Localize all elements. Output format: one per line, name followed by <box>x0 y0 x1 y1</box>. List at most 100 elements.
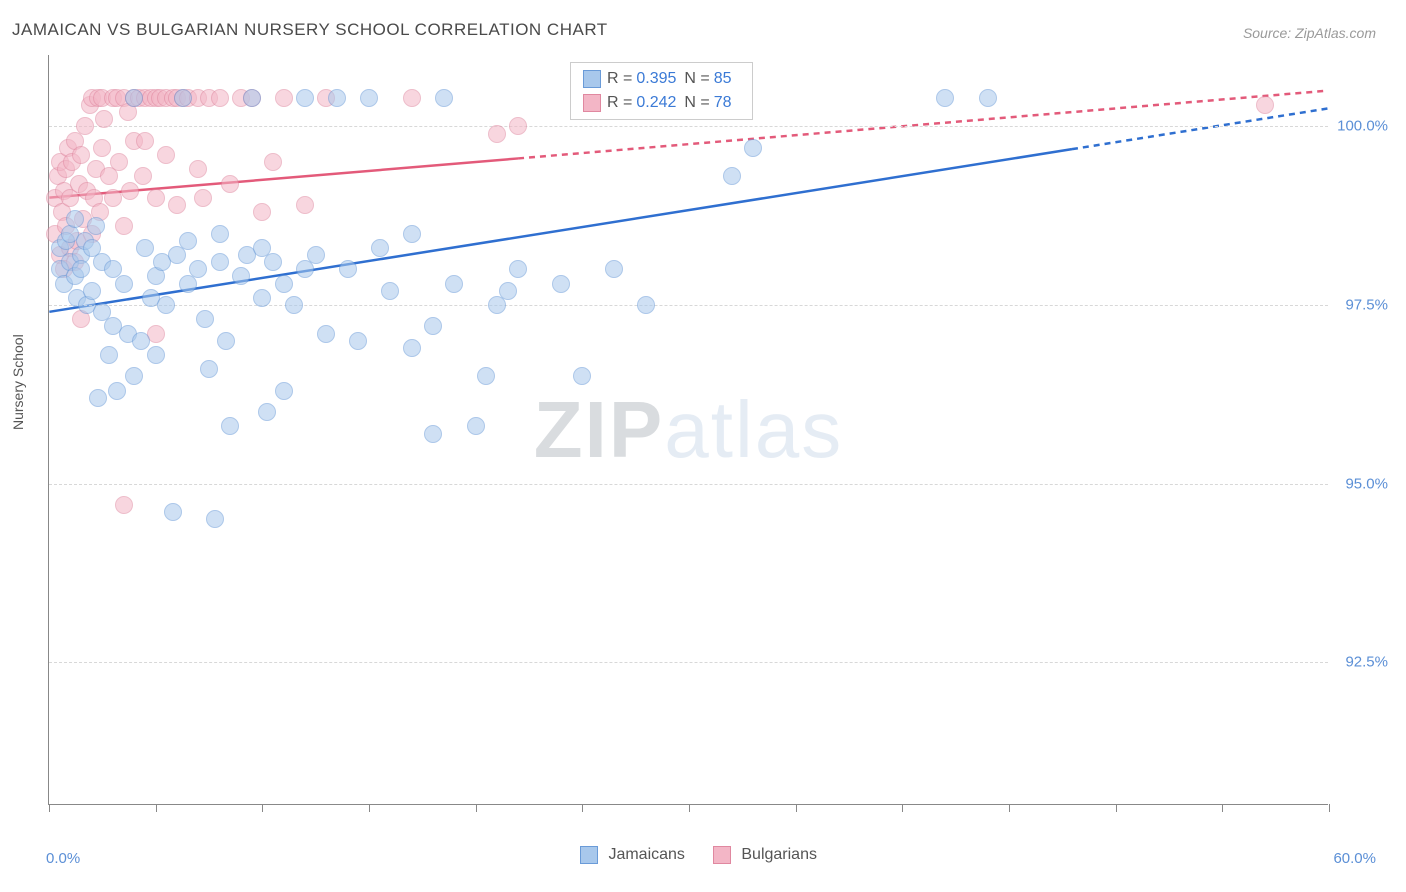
legend-stats: R =0.395N =85R =0.242N =78 <box>570 62 753 120</box>
scatter-point <box>200 360 218 378</box>
gridline-h <box>49 662 1328 663</box>
x-tick <box>476 804 477 812</box>
scatter-point <box>424 317 442 335</box>
scatter-point <box>317 325 335 343</box>
scatter-point <box>115 275 133 293</box>
scatter-point <box>211 225 229 243</box>
scatter-point <box>221 417 239 435</box>
scatter-point <box>76 117 94 135</box>
scatter-point <box>264 253 282 271</box>
scatter-point <box>87 217 105 235</box>
scatter-point <box>488 125 506 143</box>
x-max-label: 60.0% <box>1333 850 1376 867</box>
scatter-point <box>115 217 133 235</box>
scatter-point <box>157 296 175 314</box>
x-tick <box>262 804 263 812</box>
scatter-point <box>979 89 997 107</box>
scatter-point <box>217 332 235 350</box>
scatter-point <box>121 182 139 200</box>
scatter-point <box>424 425 442 443</box>
scatter-point <box>275 275 293 293</box>
scatter-point <box>744 139 762 157</box>
scatter-point <box>115 496 133 514</box>
scatter-point <box>95 110 113 128</box>
gridline-h <box>49 305 1328 306</box>
legend-bottom: Jamaicans Bulgarians <box>580 846 845 864</box>
scatter-point <box>275 382 293 400</box>
x-min-label: 0.0% <box>46 850 80 867</box>
scatter-point <box>499 282 517 300</box>
scatter-point <box>253 289 271 307</box>
scatter-point <box>936 89 954 107</box>
x-tick <box>1009 804 1010 812</box>
scatter-point <box>108 382 126 400</box>
scatter-point <box>164 503 182 521</box>
x-tick <box>49 804 50 812</box>
scatter-point <box>93 139 111 157</box>
legend-stats-row: R =0.242N =78 <box>583 91 740 115</box>
scatter-point <box>445 275 463 293</box>
scatter-point <box>328 89 346 107</box>
scatter-point <box>381 282 399 300</box>
scatter-point <box>125 89 143 107</box>
scatter-point <box>509 260 527 278</box>
scatter-point <box>371 239 389 257</box>
legend-swatch <box>580 846 598 864</box>
scatter-point <box>168 196 186 214</box>
x-tick <box>1222 804 1223 812</box>
scatter-point <box>157 146 175 164</box>
scatter-point <box>83 282 101 300</box>
y-axis-label: Nursery School <box>10 334 26 430</box>
scatter-point <box>1256 96 1274 114</box>
scatter-point <box>174 89 192 107</box>
scatter-point <box>189 260 207 278</box>
legend-stats-row: R =0.395N =85 <box>583 67 740 91</box>
scatter-point <box>125 367 143 385</box>
legend-swatch <box>583 94 601 112</box>
scatter-point <box>194 189 212 207</box>
chart-title: JAMAICAN VS BULGARIAN NURSERY SCHOOL COR… <box>12 20 608 40</box>
legend-swatch <box>713 846 731 864</box>
scatter-point <box>72 260 90 278</box>
plot-area: ZIPatlas <box>48 55 1328 805</box>
scatter-point <box>296 89 314 107</box>
legend-swatch <box>583 70 601 88</box>
scatter-point <box>136 239 154 257</box>
gridline-h <box>49 484 1328 485</box>
scatter-point <box>285 296 303 314</box>
scatter-point <box>723 167 741 185</box>
scatter-point <box>136 132 154 150</box>
scatter-point <box>637 296 655 314</box>
scatter-point <box>403 89 421 107</box>
scatter-point <box>232 267 250 285</box>
scatter-point <box>253 203 271 221</box>
scatter-point <box>132 332 150 350</box>
scatter-point <box>403 339 421 357</box>
scatter-point <box>264 153 282 171</box>
scatter-point <box>243 89 261 107</box>
scatter-point <box>360 89 378 107</box>
y-tick-label: 95.0% <box>1345 475 1388 492</box>
scatter-point <box>296 196 314 214</box>
x-tick <box>689 804 690 812</box>
regression-lines <box>49 55 1328 804</box>
scatter-point <box>477 367 495 385</box>
scatter-point <box>89 389 107 407</box>
scatter-point <box>307 246 325 264</box>
scatter-point <box>179 232 197 250</box>
x-tick <box>902 804 903 812</box>
y-tick-label: 97.5% <box>1345 297 1388 314</box>
scatter-point <box>349 332 367 350</box>
legend-item: Bulgarians <box>713 846 817 863</box>
x-tick <box>1116 804 1117 812</box>
scatter-point <box>403 225 421 243</box>
scatter-point <box>258 403 276 421</box>
scatter-point <box>211 89 229 107</box>
scatter-point <box>552 275 570 293</box>
scatter-point <box>435 89 453 107</box>
y-tick-label: 92.5% <box>1345 654 1388 671</box>
scatter-point <box>147 189 165 207</box>
watermark: ZIPatlas <box>534 384 843 476</box>
x-tick <box>369 804 370 812</box>
scatter-point <box>467 417 485 435</box>
